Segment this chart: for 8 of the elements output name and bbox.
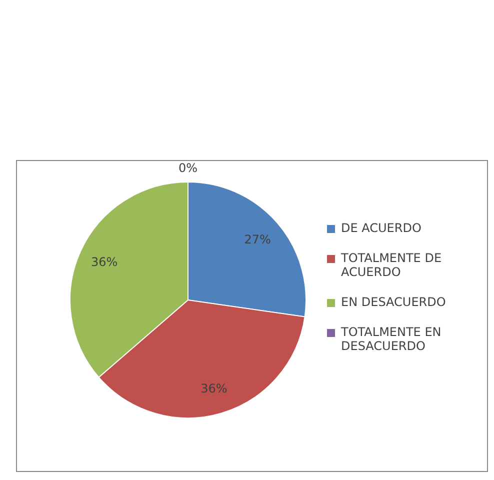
data-label: 27% — [244, 232, 271, 247]
legend-label: EN DESACUERDO — [341, 295, 446, 309]
data-label: 36% — [200, 381, 228, 396]
text: 0% — [178, 161, 198, 175]
legend-label: TOTALMENTE DE ACUERDO — [341, 251, 443, 279]
legend-label: DE ACUERDO — [341, 221, 422, 235]
data-label: 36% — [90, 254, 118, 269]
legend-label: TOTALMENTE EN DESACUERDO — [341, 325, 442, 353]
